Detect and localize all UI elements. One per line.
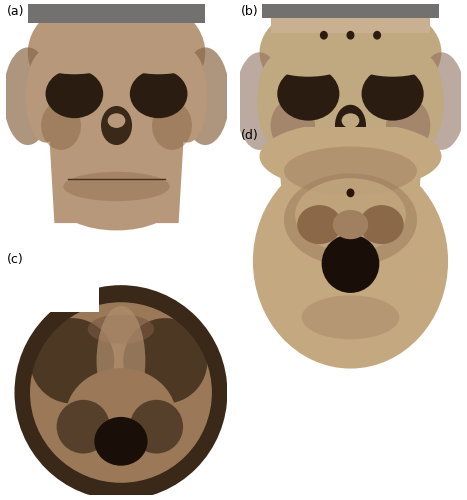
Bar bbox=[271, 14, 431, 33]
Polygon shape bbox=[46, 72, 188, 223]
Ellipse shape bbox=[302, 296, 399, 340]
Ellipse shape bbox=[260, 122, 441, 190]
Ellipse shape bbox=[360, 205, 403, 244]
Ellipse shape bbox=[125, 54, 192, 74]
Ellipse shape bbox=[94, 417, 148, 466]
Ellipse shape bbox=[28, 0, 205, 114]
Ellipse shape bbox=[64, 172, 170, 201]
Ellipse shape bbox=[130, 400, 183, 454]
Ellipse shape bbox=[107, 114, 125, 128]
Circle shape bbox=[373, 31, 381, 40]
Ellipse shape bbox=[253, 154, 448, 368]
Circle shape bbox=[347, 188, 354, 198]
Ellipse shape bbox=[14, 285, 227, 500]
Ellipse shape bbox=[284, 146, 417, 196]
Ellipse shape bbox=[417, 52, 466, 150]
Ellipse shape bbox=[101, 106, 132, 145]
Ellipse shape bbox=[235, 52, 284, 150]
Ellipse shape bbox=[30, 302, 212, 483]
Ellipse shape bbox=[181, 48, 230, 145]
Bar bbox=[28, 0, 205, 23]
Circle shape bbox=[347, 31, 354, 40]
Ellipse shape bbox=[41, 101, 81, 150]
Polygon shape bbox=[273, 67, 428, 228]
Ellipse shape bbox=[3, 48, 52, 145]
Ellipse shape bbox=[275, 57, 342, 76]
Bar bbox=[262, 0, 439, 18]
Ellipse shape bbox=[361, 67, 424, 120]
Ellipse shape bbox=[30, 318, 114, 404]
Ellipse shape bbox=[403, 54, 444, 148]
Ellipse shape bbox=[335, 105, 366, 146]
Ellipse shape bbox=[26, 50, 65, 142]
Ellipse shape bbox=[41, 54, 107, 74]
Ellipse shape bbox=[359, 57, 426, 76]
Bar bbox=[6, 239, 99, 312]
Ellipse shape bbox=[168, 50, 207, 142]
Ellipse shape bbox=[123, 318, 207, 404]
Ellipse shape bbox=[295, 178, 406, 252]
Ellipse shape bbox=[257, 54, 297, 148]
Ellipse shape bbox=[386, 98, 431, 152]
Ellipse shape bbox=[277, 67, 340, 120]
Ellipse shape bbox=[293, 176, 408, 231]
Ellipse shape bbox=[270, 98, 315, 152]
Ellipse shape bbox=[322, 234, 379, 293]
Ellipse shape bbox=[333, 210, 368, 239]
Text: (d): (d) bbox=[241, 129, 259, 142]
Circle shape bbox=[320, 31, 328, 40]
Text: (c): (c) bbox=[7, 252, 24, 266]
Ellipse shape bbox=[152, 101, 192, 150]
Ellipse shape bbox=[260, 0, 441, 107]
Ellipse shape bbox=[284, 274, 417, 346]
Ellipse shape bbox=[97, 306, 145, 416]
Ellipse shape bbox=[130, 70, 188, 118]
Text: (b): (b) bbox=[241, 5, 259, 18]
Ellipse shape bbox=[46, 70, 103, 118]
Ellipse shape bbox=[65, 368, 177, 466]
Ellipse shape bbox=[342, 114, 360, 128]
Ellipse shape bbox=[59, 176, 174, 231]
Ellipse shape bbox=[297, 205, 342, 244]
Ellipse shape bbox=[88, 314, 154, 344]
Ellipse shape bbox=[284, 174, 417, 266]
Text: (a): (a) bbox=[7, 5, 24, 18]
Ellipse shape bbox=[57, 400, 110, 454]
